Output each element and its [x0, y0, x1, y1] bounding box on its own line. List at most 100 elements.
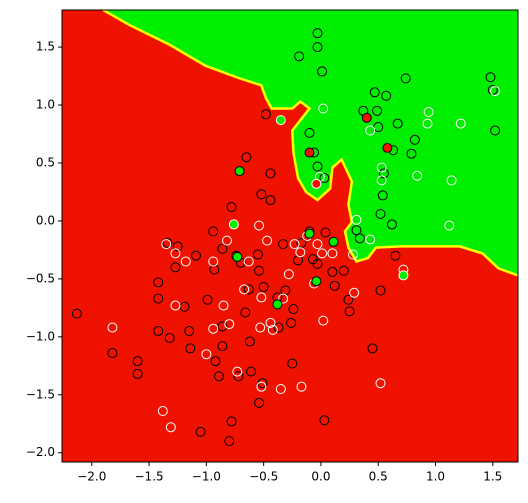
point [278, 239, 289, 250]
point [317, 248, 328, 259]
point [252, 249, 263, 260]
point [162, 237, 173, 248]
point [107, 348, 118, 359]
y-tick-label: −1.5 [26, 387, 55, 401]
point [312, 239, 323, 250]
point [165, 422, 176, 433]
point [485, 72, 496, 83]
point [256, 189, 267, 200]
point [233, 371, 244, 382]
x-tick-label: −1.0 [192, 470, 221, 484]
y-tick-label: −0.5 [26, 271, 55, 285]
point [312, 161, 323, 172]
point [217, 341, 228, 352]
point [369, 87, 380, 98]
point [153, 277, 164, 288]
point [338, 265, 349, 276]
point [172, 241, 183, 252]
point [406, 148, 417, 159]
point [256, 381, 267, 392]
point [304, 127, 315, 138]
point [319, 415, 330, 426]
point [153, 293, 164, 304]
point [490, 86, 501, 97]
point [319, 173, 330, 184]
point [273, 322, 284, 333]
point [386, 219, 397, 230]
point [240, 307, 251, 318]
point [294, 51, 305, 62]
point [343, 294, 354, 305]
point [246, 366, 257, 377]
point [208, 226, 219, 237]
point [311, 178, 322, 189]
point [228, 219, 239, 230]
point [254, 265, 265, 276]
point [296, 381, 307, 392]
green-region [103, 10, 518, 276]
point [224, 436, 235, 447]
point [287, 358, 298, 369]
y-tick-label: −1.0 [26, 329, 55, 343]
y-tick-label: 0.0 [36, 213, 55, 227]
point [351, 214, 362, 225]
point [255, 322, 266, 333]
point [283, 269, 294, 280]
point [376, 175, 387, 186]
point [210, 356, 221, 367]
point [317, 66, 328, 77]
point [254, 220, 265, 231]
plot-frame [61, 9, 519, 463]
point [262, 235, 273, 246]
point [367, 343, 378, 354]
x-tick-label: 0.5 [369, 470, 388, 484]
y-tick-label: 1.0 [36, 98, 55, 112]
point [272, 299, 283, 310]
point [202, 294, 213, 305]
point [184, 326, 195, 337]
point [304, 147, 315, 158]
point [378, 168, 389, 179]
point [365, 234, 376, 245]
point [312, 258, 323, 269]
point [490, 125, 501, 136]
point [265, 195, 276, 206]
point [209, 264, 220, 275]
point [254, 397, 265, 408]
y-tick-label: 1.5 [36, 40, 55, 54]
point [327, 248, 338, 259]
point [376, 162, 387, 173]
point [327, 266, 338, 277]
point [217, 243, 228, 254]
point [170, 248, 181, 259]
point [275, 383, 286, 394]
point [226, 416, 237, 427]
point [185, 343, 196, 354]
point [71, 308, 82, 319]
point [320, 227, 331, 238]
point [180, 256, 191, 267]
point [423, 106, 434, 117]
point [244, 336, 255, 347]
point [318, 103, 329, 114]
point [377, 190, 388, 201]
point [381, 90, 392, 101]
point [275, 115, 286, 126]
point [392, 118, 403, 129]
point [234, 166, 245, 177]
point [239, 284, 250, 295]
point [218, 300, 229, 311]
point [329, 280, 340, 291]
point [226, 202, 237, 213]
x-tick-label: −0.5 [249, 470, 278, 484]
point [409, 134, 420, 145]
point [208, 256, 219, 267]
point [201, 349, 212, 360]
point [170, 300, 181, 311]
point [191, 250, 202, 261]
point [241, 152, 252, 163]
point [422, 118, 433, 129]
point [455, 118, 466, 129]
point [375, 285, 386, 296]
x-tick-label: 1.0 [426, 470, 445, 484]
